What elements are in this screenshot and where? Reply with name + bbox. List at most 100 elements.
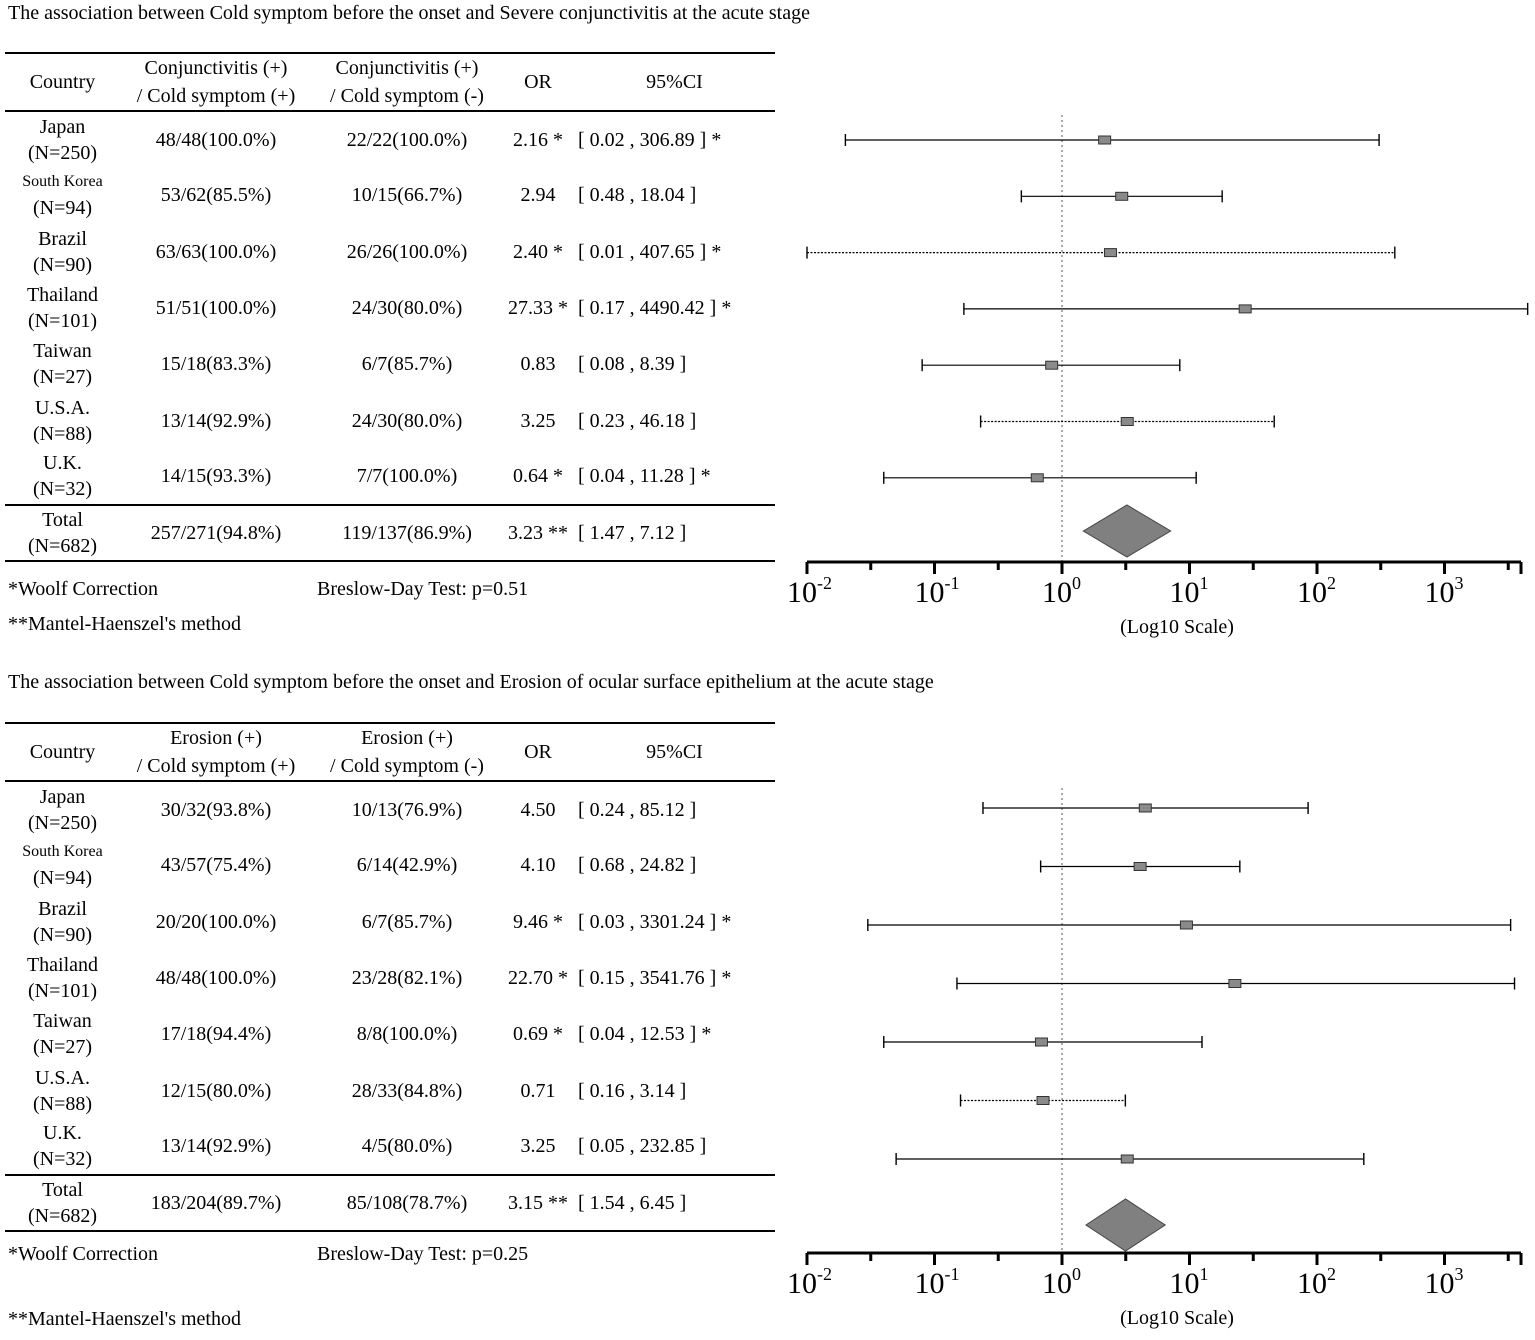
header-or: OR <box>524 71 552 93</box>
table-row: Japan (N=250) 30/32(93.8%) 10/13(76.9%) 4.50… <box>5 781 775 837</box>
cold-plus-cell: 15/18(83.3%) <box>160 353 272 376</box>
header-line: / Cold symptom (+) <box>136 85 296 107</box>
or-cell: 3.15 ** <box>508 1192 568 1215</box>
country-name: U.K. <box>43 1122 82 1145</box>
x-tick-exponent: 1 <box>1200 1264 1209 1284</box>
ci-cell: [ 0.03 , 3301.24 ] * <box>578 910 732 933</box>
x-tick-exponent: -1 <box>945 1264 960 1284</box>
header-line: Erosion (+) <box>170 727 262 749</box>
cold-minus-cell: 6/7(85.7%) <box>361 910 453 933</box>
country-n: (N=90) <box>32 253 93 276</box>
forest-plot-panel: The association between Cold symptom bef… <box>5 2 1529 638</box>
or-cell: 4.10 <box>520 854 556 877</box>
country-cell: U.S.A. (N=88) <box>5 1062 120 1118</box>
or-cell: 2.16 * <box>513 128 563 151</box>
x-tick-exponent: -2 <box>817 573 832 593</box>
country-n: (N=94) <box>32 197 93 220</box>
country-n: (N=32) <box>32 478 93 501</box>
or-marker <box>1228 979 1242 988</box>
or-marker <box>1120 417 1134 426</box>
country-n: (N=101) <box>27 310 98 333</box>
table-row: Thailand (N=101) 48/48(100.0%) 23/28(82.1%)… <box>5 950 775 1006</box>
ci-cell: [ 0.48 , 18.04 ] <box>578 184 697 207</box>
or-cell: 9.46 * <box>513 910 563 933</box>
country-n: (N=94) <box>32 867 93 890</box>
country-name: Japan <box>39 115 86 138</box>
or-cell: 22.70 * <box>508 967 568 990</box>
cold-minus-cell: 24/30(80.0%) <box>351 409 463 432</box>
or-marker <box>1098 135 1112 145</box>
ci-row <box>883 1036 1203 1048</box>
ci-row <box>956 977 1516 990</box>
cold-plus-cell: 43/57(75.4%) <box>160 854 272 877</box>
ci-cell: [ 0.15 , 3541.76 ] * <box>578 967 732 990</box>
x-tick-label: 10 <box>1170 1267 1200 1300</box>
country-name: Taiwan <box>33 340 92 363</box>
total-row: Total (N=682) 183/204(89.7%) 85/108(78.7%) 3… <box>5 1175 775 1232</box>
ci-cell: [ 0.16 , 3.14 ] <box>578 1079 687 1102</box>
country-name: Brazil <box>38 897 87 920</box>
ci-cell: [ 0.05 , 232.85 ] <box>578 1135 707 1158</box>
cold-minus-cell: 8/8(100.0%) <box>356 1023 458 1046</box>
country-n: (N=88) <box>32 1092 93 1115</box>
cold-plus-cell: 20/20(100.0%) <box>155 910 277 933</box>
x-tick-label: 10 <box>787 1267 817 1300</box>
or-marker <box>1034 1037 1048 1047</box>
header-cold-plus: Conjunctivitis (+) / Cold symptom (+) <box>120 53 312 111</box>
country-name: U.S.A. <box>34 396 90 419</box>
data-table: Country Conjunctivitis (+) / Cold symptom … <box>5 52 775 562</box>
ci-cell: [ 0.04 , 11.28 ] * <box>578 465 711 488</box>
cold-minus-cell: 10/13(76.9%) <box>351 798 463 821</box>
forest-plot-panel: The association between Cold symptom bef… <box>0 670 1535 1340</box>
header-line: Conjunctivitis (+) <box>144 57 288 79</box>
breslow-day-test: Breslow-Day Test: p=0.51 <box>317 578 529 600</box>
cold-plus-cell: 13/14(92.9%) <box>160 409 272 432</box>
forest-plot: 10 -2 10 -1 10 0 10 1 10 2 10 3(Log10 Scale) <box>787 788 1523 1329</box>
ci-row <box>979 415 1275 428</box>
forest-plot: 10 -2 10 -1 10 0 10 1 10 2 10 3(Log10 Scale) <box>787 115 1529 638</box>
or-cell: 3.25 <box>520 1135 556 1158</box>
country-n: (N=682) <box>27 535 98 558</box>
header-cold-plus: Erosion (+) / Cold symptom (+) <box>120 723 312 781</box>
country-cell: Japan (N=250) <box>5 111 120 167</box>
x-tick-label: 10 <box>1042 576 1072 609</box>
ci-cell: [ 0.17 , 4490.42 ] * <box>578 297 732 320</box>
country-cell: Japan (N=250) <box>5 781 120 837</box>
cold-minus-cell: 7/7(100.0%) <box>356 465 458 488</box>
x-tick-label: 10 <box>915 1267 945 1300</box>
cold-minus-cell: 26/26(100.0%) <box>346 240 468 263</box>
country-cell: South Korea (N=94) <box>5 837 120 893</box>
country-name: South Korea <box>22 843 103 861</box>
country-name: Thailand <box>26 284 99 307</box>
header-line: / Cold symptom (-) <box>330 755 484 777</box>
x-tick-exponent: 3 <box>1455 1264 1464 1284</box>
header-ci: 95%CI <box>646 741 703 763</box>
or-marker <box>1138 803 1152 813</box>
x-axis: 10 -2 10 -1 10 0 10 1 10 2 10 3(Log10 Scale) <box>787 560 1523 638</box>
country-cell: Brazil (N=90) <box>5 224 120 280</box>
country-n: (N=101) <box>27 980 98 1003</box>
table-row: Taiwan (N=27) 17/18(94.4%) 8/8(100.0%) 0.69 … <box>5 1006 775 1062</box>
or-cell: 0.69 * <box>513 1023 563 1046</box>
data-table: Country Erosion (+) / Cold symptom (+) Eros… <box>5 722 775 1232</box>
x-tick-label: 10 <box>1425 1267 1455 1300</box>
x-axis: 10 -2 10 -1 10 0 10 1 10 2 10 3(Log10 Scale) <box>787 1251 1523 1329</box>
country-n: (N=682) <box>27 1205 98 1228</box>
or-cell: 2.94 <box>520 184 556 207</box>
x-axis-label: (Log10 Scale) <box>1120 616 1234 638</box>
country-n: (N=250) <box>27 811 98 834</box>
country-name: Total <box>42 1179 83 1202</box>
country-name: South Korea <box>22 173 103 191</box>
footnote-woolf: *Woolf Correction <box>8 1243 159 1265</box>
ci-cell: [ 0.04 , 12.53 ] * <box>578 1023 712 1046</box>
country-n: (N=27) <box>32 366 93 389</box>
or-marker <box>1120 1154 1134 1164</box>
x-axis-label: (Log10 Scale) <box>1120 1307 1234 1329</box>
ci-row <box>883 471 1197 484</box>
country-n: (N=27) <box>32 1036 93 1059</box>
header-line: Erosion (+) <box>361 727 453 749</box>
or-cell: 0.71 <box>520 1079 556 1102</box>
ci-cell: [ 0.02 , 306.89 ] * <box>578 128 722 151</box>
breslow-day-test: Breslow-Day Test: p=0.25 <box>317 1243 529 1265</box>
cold-plus-cell: 63/63(100.0%) <box>155 240 277 263</box>
